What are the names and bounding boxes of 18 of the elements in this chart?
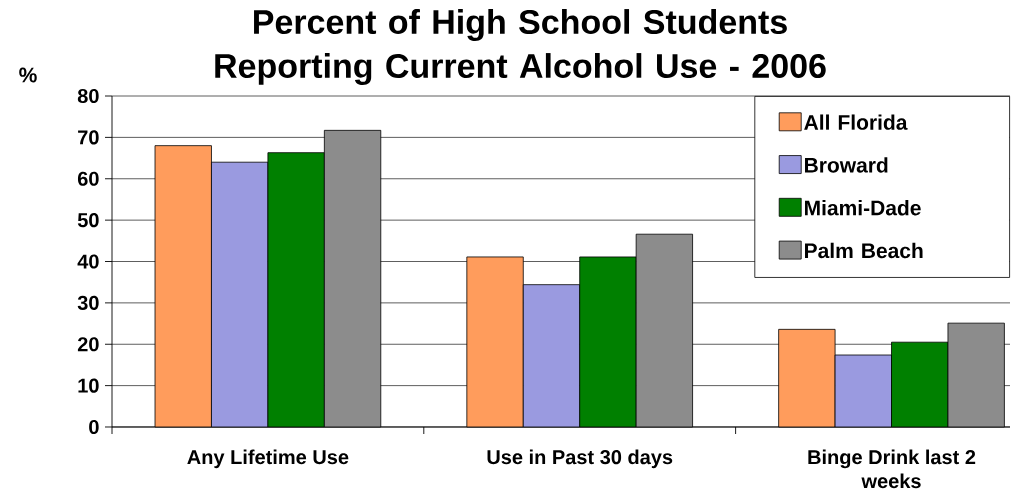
x-tick-label: Any Lifetime Use — [187, 449, 349, 469]
y-tick-label: 50 — [77, 213, 99, 228]
y-axis-title: % — [19, 67, 37, 83]
y-tick-label: 0 — [89, 419, 99, 435]
chart-title: Percent of High School Students Reporting Current Alcohol Use - 2006 — [215, 9, 826, 85]
x-tick-label: Use in Past 30 days — [487, 449, 673, 469]
y-tick-label: 20 — [77, 337, 99, 352]
legend-label: Palm Beach — [805, 242, 923, 259]
y-tick-label: 30 — [77, 295, 99, 310]
y-tick-label: 80 — [77, 88, 99, 104]
legend-label: All Florida — [804, 114, 908, 130]
y-tick-label: 60 — [77, 171, 99, 186]
legend-label: Miami-Dade — [805, 199, 921, 216]
legend-label: Broward — [805, 157, 888, 173]
y-tick-label: 10 — [78, 378, 99, 393]
y-tick-label: 40 — [77, 254, 99, 269]
x-tick-label: Binge Drink last 2 weeks — [808, 449, 976, 489]
y-tick-label: 70 — [78, 130, 99, 145]
